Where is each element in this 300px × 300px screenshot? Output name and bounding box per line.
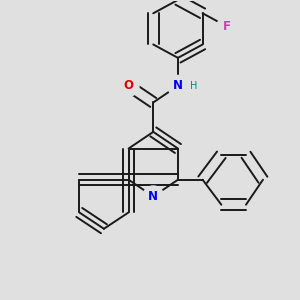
Text: O: O <box>124 79 134 92</box>
Circle shape <box>167 75 188 96</box>
Circle shape <box>217 16 238 37</box>
Text: N: N <box>148 190 158 203</box>
Circle shape <box>143 186 164 207</box>
Text: H: H <box>190 81 198 91</box>
Text: N: N <box>173 79 183 92</box>
Circle shape <box>118 75 139 96</box>
Text: F: F <box>223 20 231 33</box>
